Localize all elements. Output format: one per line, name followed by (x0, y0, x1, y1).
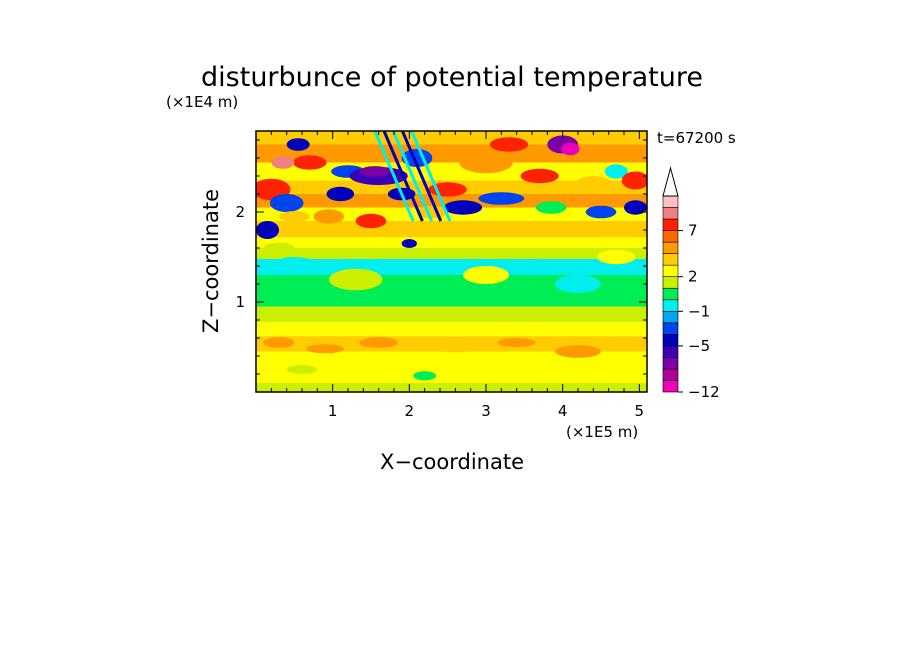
contour-cell (292, 155, 327, 170)
x-tick-label: 2 (405, 402, 415, 420)
contour-band (256, 383, 647, 392)
contour-cell (463, 266, 509, 284)
y-axis-label: Z−coordinate (199, 189, 223, 333)
contour-streak (382, 131, 424, 222)
contour-cell (271, 257, 318, 275)
contour-cell (286, 365, 318, 374)
x-scale-label: (×1E5 m) (566, 423, 638, 441)
contour-streak (401, 131, 443, 222)
contour-cell (279, 211, 310, 222)
contour-band (256, 306, 647, 322)
colorbar-swatch (662, 207, 679, 220)
colorbar-label: −1 (688, 302, 710, 320)
contour-cell (326, 186, 355, 202)
contour-cell (535, 201, 567, 214)
colorbar-swatch (662, 264, 679, 278)
plot-area (255, 130, 648, 393)
contour-cell (401, 239, 418, 248)
colorbar-label: −5 (688, 337, 710, 355)
contour-cell (459, 151, 513, 174)
contour-cell (263, 242, 295, 254)
contour-cell (520, 168, 559, 184)
contour-cell (305, 344, 345, 354)
contour-cell (524, 258, 556, 274)
contour-cell (286, 138, 310, 151)
contour-cell (478, 192, 525, 205)
contour-cell (624, 200, 647, 215)
contour-cell (271, 156, 295, 169)
contour-cell (256, 221, 279, 239)
contour-cell (608, 338, 640, 347)
contour-cell (359, 166, 391, 177)
contour-band (256, 131, 647, 145)
contour-cell (574, 176, 613, 194)
plot-frame (255, 130, 648, 393)
x-ticks: 1 2 3 4 5 (328, 402, 644, 420)
colorbar-label: −12 (688, 383, 720, 401)
contour-cell (497, 338, 536, 347)
colorbar-swatch (662, 368, 679, 381)
y-ticks: 12 (235, 203, 245, 311)
colorbar-swatch (662, 218, 679, 231)
x-tick-label: 3 (481, 402, 491, 420)
colorbar-swatch (662, 380, 679, 393)
colorbar-swatch (662, 345, 679, 358)
contour-streak (391, 131, 433, 222)
contour-band (256, 237, 647, 248)
contour-cell (597, 249, 636, 265)
contour-band (256, 248, 647, 259)
contour-cell (555, 275, 601, 293)
x-tick-label: 5 (635, 402, 645, 420)
colorbar-swatch (662, 310, 679, 324)
x-tick-label: 1 (328, 402, 338, 420)
time-label: t=67200 s (657, 129, 736, 147)
contour-cell (489, 137, 529, 152)
y-scale-label: (×1E4 m) (166, 93, 238, 111)
x-axis-label: X−coordinate (380, 450, 524, 474)
contour-cell (463, 310, 525, 321)
contour-cell (313, 209, 345, 224)
colorbar-swatch (662, 253, 679, 266)
contour-cell (355, 213, 387, 229)
colorbar-swatch (662, 276, 679, 289)
colorbar-swatch (662, 357, 679, 370)
contour-cell (413, 371, 437, 381)
contour-streak (373, 131, 415, 222)
contour-cell (417, 205, 448, 219)
colorbar-swatch (662, 287, 679, 301)
x-tick-label: 4 (558, 402, 568, 420)
colorbar-swatch (662, 334, 679, 347)
contour-cell (263, 337, 295, 348)
y-tick-label: 2 (235, 203, 245, 221)
colorbar: −12−5−127 (662, 166, 720, 401)
contour-cell (555, 345, 601, 358)
contour-cell (604, 164, 628, 179)
colorbar-swatch (662, 241, 679, 254)
contour-streak (410, 131, 452, 222)
colorbar-swatch (662, 195, 679, 208)
y-tick-label: 1 (235, 293, 245, 311)
contour-band (256, 321, 647, 337)
colorbar-swatch (662, 230, 679, 243)
colorbar-swatch (662, 299, 679, 312)
contour-cell (269, 194, 304, 212)
contour-band (256, 144, 647, 163)
contour-cell (359, 337, 398, 348)
colorbar-swatch (662, 322, 679, 335)
contour-cell (432, 341, 479, 353)
contour-band (256, 221, 647, 238)
field (256, 131, 647, 392)
chart-title: disturbunce of potential temperature (201, 62, 703, 93)
colorbar-label: 7 (688, 222, 698, 240)
contour-band (256, 297, 647, 307)
contour-cell (328, 268, 383, 291)
contour-cell (585, 205, 617, 219)
contour-cell (561, 142, 580, 156)
contour-cell (621, 171, 647, 190)
colorbar-extend-arrow (662, 166, 679, 197)
contour-cell (390, 259, 429, 273)
colorbar-label: 2 (688, 268, 698, 286)
contour-cell (443, 200, 483, 215)
